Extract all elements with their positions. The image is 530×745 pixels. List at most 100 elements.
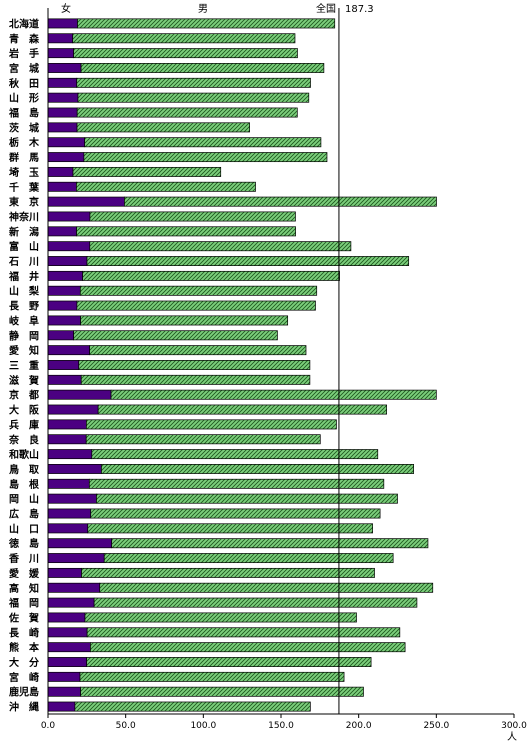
x-tick-label: 300.0 bbox=[501, 721, 527, 731]
bar-female bbox=[47, 166, 74, 177]
bar-female bbox=[47, 419, 87, 430]
category-label: 三 重 bbox=[9, 359, 39, 372]
x-tick-label: 0.0 bbox=[41, 721, 56, 731]
category-label: 青 森 bbox=[9, 32, 40, 45]
bar-female bbox=[47, 434, 87, 445]
bar-female bbox=[47, 270, 83, 281]
category-label: 群 馬 bbox=[9, 151, 39, 164]
bar-female bbox=[47, 374, 82, 385]
category-label: 鹿児島 bbox=[9, 686, 39, 699]
bar-female bbox=[47, 582, 101, 593]
category-label: 茨 城 bbox=[9, 121, 39, 134]
x-tick-label: 250.0 bbox=[423, 721, 449, 731]
bar-male bbox=[76, 300, 316, 311]
x-axis-unit: 人 bbox=[507, 731, 517, 743]
bar-female bbox=[47, 657, 88, 667]
bar-male bbox=[90, 642, 406, 653]
category-label: 香 川 bbox=[9, 552, 39, 565]
bar-male bbox=[89, 345, 307, 356]
bar-female bbox=[47, 330, 74, 341]
bar-male bbox=[76, 181, 256, 192]
bar-male bbox=[84, 137, 322, 148]
bar-female bbox=[47, 478, 90, 489]
bar-female bbox=[47, 523, 89, 534]
bar-male bbox=[86, 627, 401, 638]
bar-male bbox=[124, 196, 437, 207]
bar-male bbox=[89, 211, 296, 222]
bar-female bbox=[47, 241, 91, 252]
bar-male bbox=[88, 478, 385, 489]
bar-male bbox=[86, 657, 372, 667]
category-label: 北海道 bbox=[9, 17, 39, 30]
category-label: 大 分 bbox=[9, 656, 39, 669]
category-label: 沖 縄 bbox=[9, 701, 39, 714]
bar-female bbox=[47, 63, 82, 73]
bar-female bbox=[47, 196, 125, 207]
bar-male bbox=[72, 33, 296, 44]
bar-female bbox=[47, 33, 74, 44]
category-label: 宮 城 bbox=[9, 62, 39, 75]
bar-female bbox=[47, 627, 88, 638]
bar-male bbox=[110, 389, 437, 400]
bar-male bbox=[89, 241, 352, 252]
bar-male bbox=[83, 152, 328, 163]
category-label: 埼 玉 bbox=[9, 166, 39, 179]
category-label: 長 野 bbox=[9, 301, 39, 313]
bar-male bbox=[80, 686, 364, 697]
category-label: 和歌山 bbox=[8, 448, 39, 461]
category-label: 栃 木 bbox=[9, 136, 40, 149]
category-label: 長 崎 bbox=[9, 626, 39, 639]
bar-female bbox=[47, 597, 95, 608]
bar-male bbox=[72, 166, 222, 177]
bar-male bbox=[93, 597, 418, 608]
bar-female bbox=[47, 464, 102, 474]
bar-female bbox=[47, 48, 74, 59]
reference-line-value: 187.3 bbox=[345, 4, 374, 15]
category-label: 岡 山 bbox=[9, 493, 39, 506]
bar-male bbox=[103, 553, 394, 564]
category-label: 熊 本 bbox=[9, 641, 40, 654]
category-label: 佐 賀 bbox=[8, 611, 39, 624]
category-label: 島 根 bbox=[9, 478, 39, 491]
bar-male bbox=[84, 612, 357, 623]
category-label: 大 阪 bbox=[9, 404, 40, 417]
bar-male bbox=[79, 671, 345, 682]
bar-male bbox=[73, 48, 298, 59]
bar-female bbox=[47, 404, 99, 415]
bar-male bbox=[80, 374, 311, 385]
bar-female bbox=[47, 211, 91, 222]
bar-male bbox=[90, 508, 381, 519]
bar-male bbox=[77, 92, 310, 103]
x-tick-label: 100.0 bbox=[190, 721, 216, 731]
category-label: 神奈川 bbox=[9, 210, 39, 223]
bar-female bbox=[47, 553, 105, 564]
category-label: 鳥 取 bbox=[9, 463, 40, 476]
bar-female bbox=[47, 18, 78, 29]
bar-male bbox=[86, 419, 337, 430]
bar-female bbox=[47, 285, 81, 296]
bar-male bbox=[111, 538, 429, 549]
x-tick-label: 150.0 bbox=[268, 721, 294, 731]
bar-female bbox=[47, 315, 81, 326]
bar-female bbox=[47, 77, 78, 88]
category-label: 滋 賀 bbox=[9, 374, 39, 387]
bar-female bbox=[47, 122, 78, 133]
bar-male bbox=[91, 449, 379, 460]
bar-male bbox=[86, 256, 410, 266]
reference-line-label: 全国 bbox=[316, 2, 336, 15]
bar-female bbox=[47, 300, 78, 311]
bar-female bbox=[47, 256, 88, 266]
category-label: 福 岡 bbox=[8, 597, 39, 610]
category-label: 愛 知 bbox=[9, 344, 39, 357]
bar-female bbox=[47, 92, 79, 103]
category-label: 新 潟 bbox=[9, 225, 39, 238]
category-label: 岐 阜 bbox=[9, 314, 39, 327]
bar-male bbox=[78, 360, 311, 370]
category-label: 山 梨 bbox=[9, 285, 40, 298]
bar-female bbox=[47, 152, 85, 163]
category-label: 奈 良 bbox=[8, 433, 39, 446]
bar-female bbox=[47, 181, 77, 192]
x-tick-label: 50.0 bbox=[116, 721, 136, 731]
bar-male bbox=[74, 701, 311, 712]
